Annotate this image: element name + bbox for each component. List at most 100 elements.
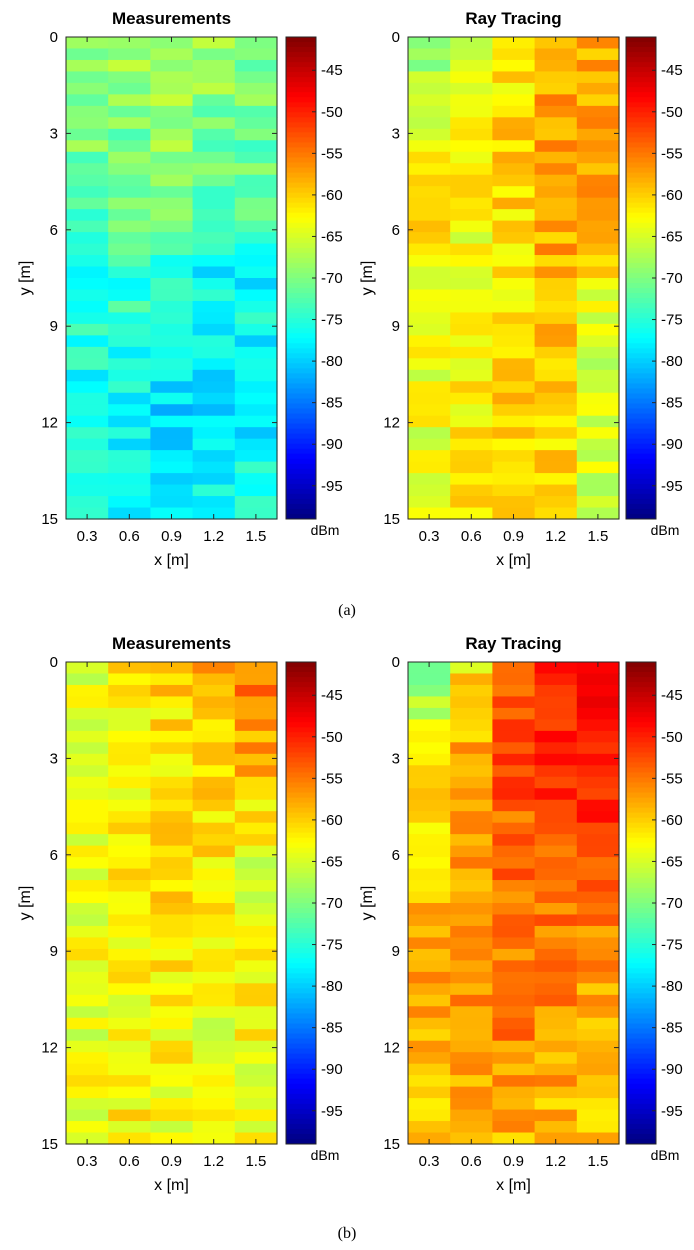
heatmap-cell xyxy=(492,719,536,732)
heatmap-cell xyxy=(576,128,620,141)
colorbar-segment xyxy=(286,67,316,73)
heatmap-cell xyxy=(534,71,578,84)
heatmap-cell xyxy=(576,473,620,486)
colorbar-segment xyxy=(286,293,316,299)
colorbar-segment xyxy=(626,913,656,919)
heatmap-cell xyxy=(108,438,151,451)
heatmap-cell xyxy=(108,427,151,440)
colorbar-segment xyxy=(286,172,316,179)
colorbar-segment xyxy=(626,1078,656,1085)
colorbar-segment xyxy=(626,692,656,698)
heatmap-cell xyxy=(492,1109,536,1122)
heatmap-cell xyxy=(150,1086,194,1099)
heatmap-cell xyxy=(192,346,236,359)
x-axis-label: x [m] xyxy=(496,1177,531,1194)
colorbar-segment xyxy=(626,77,656,83)
heatmap-cell xyxy=(576,880,620,893)
colorbar-segment xyxy=(626,212,656,219)
heatmap-cell xyxy=(108,461,151,474)
colorbar-segment xyxy=(286,882,316,889)
colorbar-segment xyxy=(286,732,316,738)
colorbar-segment xyxy=(626,822,656,829)
colorbar-segment xyxy=(626,767,656,773)
heatmap-cell xyxy=(150,914,194,927)
heatmap-cell xyxy=(150,71,194,84)
heatmap-cell xyxy=(192,450,236,463)
colorbar-segment xyxy=(626,802,656,809)
heatmap-cell xyxy=(234,105,278,118)
colorbar-segment xyxy=(626,398,656,405)
colorbar-segment xyxy=(626,67,656,73)
heatmap-cell xyxy=(108,730,151,743)
heatmap-cell xyxy=(534,220,578,233)
heatmap-cell xyxy=(534,94,578,107)
subplot-title: Measurements xyxy=(112,9,231,28)
heatmap-cell xyxy=(492,255,536,268)
heatmap-cell xyxy=(66,174,109,187)
colorbar-segment xyxy=(626,682,656,688)
heatmap-cell xyxy=(66,450,109,463)
heatmap-cell xyxy=(108,776,151,789)
heatmap-cell xyxy=(408,925,451,939)
heatmap-cell xyxy=(408,1040,451,1053)
heatmap-cell xyxy=(192,960,236,973)
heatmap-cell xyxy=(150,1052,194,1065)
colorbar-segment xyxy=(626,348,656,354)
heatmap-cell xyxy=(576,369,620,382)
heatmap-cell xyxy=(234,765,278,778)
colorbar-segment xyxy=(286,993,316,999)
colorbar-tick-label: -70 xyxy=(321,270,343,287)
colorbar-segment xyxy=(286,413,316,420)
heatmap-cell xyxy=(492,788,536,801)
heatmap-cell xyxy=(534,1006,578,1019)
heatmap-cell xyxy=(450,1075,493,1088)
heatmap-cell xyxy=(234,243,278,256)
heatmap-cell xyxy=(450,266,493,279)
colorbar-segment xyxy=(626,1043,656,1050)
heatmap-cell xyxy=(234,266,278,279)
colorbar-segment xyxy=(286,247,316,254)
heatmap-cell xyxy=(150,799,194,812)
heatmap-cell xyxy=(234,857,278,870)
heatmap-cell xyxy=(534,730,578,743)
heatmap-cell xyxy=(192,404,236,417)
heatmap-cell xyxy=(150,1132,194,1145)
heatmap-cell xyxy=(576,484,620,497)
heatmap-cell xyxy=(150,1063,194,1076)
heatmap-cell xyxy=(150,1029,194,1042)
heatmap-cell xyxy=(492,94,536,107)
heatmap-cell xyxy=(66,799,109,812)
heatmap-cell xyxy=(234,799,278,812)
heatmap-cell xyxy=(234,71,278,84)
colorbar-segment xyxy=(626,443,656,450)
heatmap-cell xyxy=(492,243,536,256)
colorbar-segment xyxy=(626,408,656,415)
heatmap-cell xyxy=(108,37,151,50)
heatmap-cell xyxy=(534,662,578,675)
colorbar-segment xyxy=(286,747,316,753)
heatmap-cell xyxy=(150,753,194,766)
heatmap-cell xyxy=(66,822,109,835)
heatmap-cell xyxy=(192,937,236,950)
colorbar-segment xyxy=(286,318,316,324)
heatmap-cell xyxy=(576,1052,620,1065)
heatmap-cell xyxy=(234,753,278,766)
heatmap-cell xyxy=(576,948,620,961)
colorbar-segment xyxy=(286,892,316,899)
heatmap-cell xyxy=(150,1017,194,1030)
heatmap-cell xyxy=(108,71,151,84)
heatmap-cell xyxy=(492,673,536,686)
heatmap-cell xyxy=(576,105,620,118)
heatmap-cell xyxy=(234,59,278,73)
heatmap-cell xyxy=(534,799,578,812)
colorbar-segment xyxy=(626,112,656,118)
colorbar-segment xyxy=(286,968,316,974)
colorbar-segment xyxy=(626,453,656,460)
colorbar-segment xyxy=(286,1113,316,1120)
colorbar-segment xyxy=(286,692,316,698)
colorbar-segment xyxy=(286,418,316,425)
heatmap-cell xyxy=(66,1040,109,1053)
heatmap-cell xyxy=(576,278,620,291)
heatmap-cell xyxy=(492,186,536,199)
subplot-title: Ray Tracing xyxy=(465,9,561,28)
